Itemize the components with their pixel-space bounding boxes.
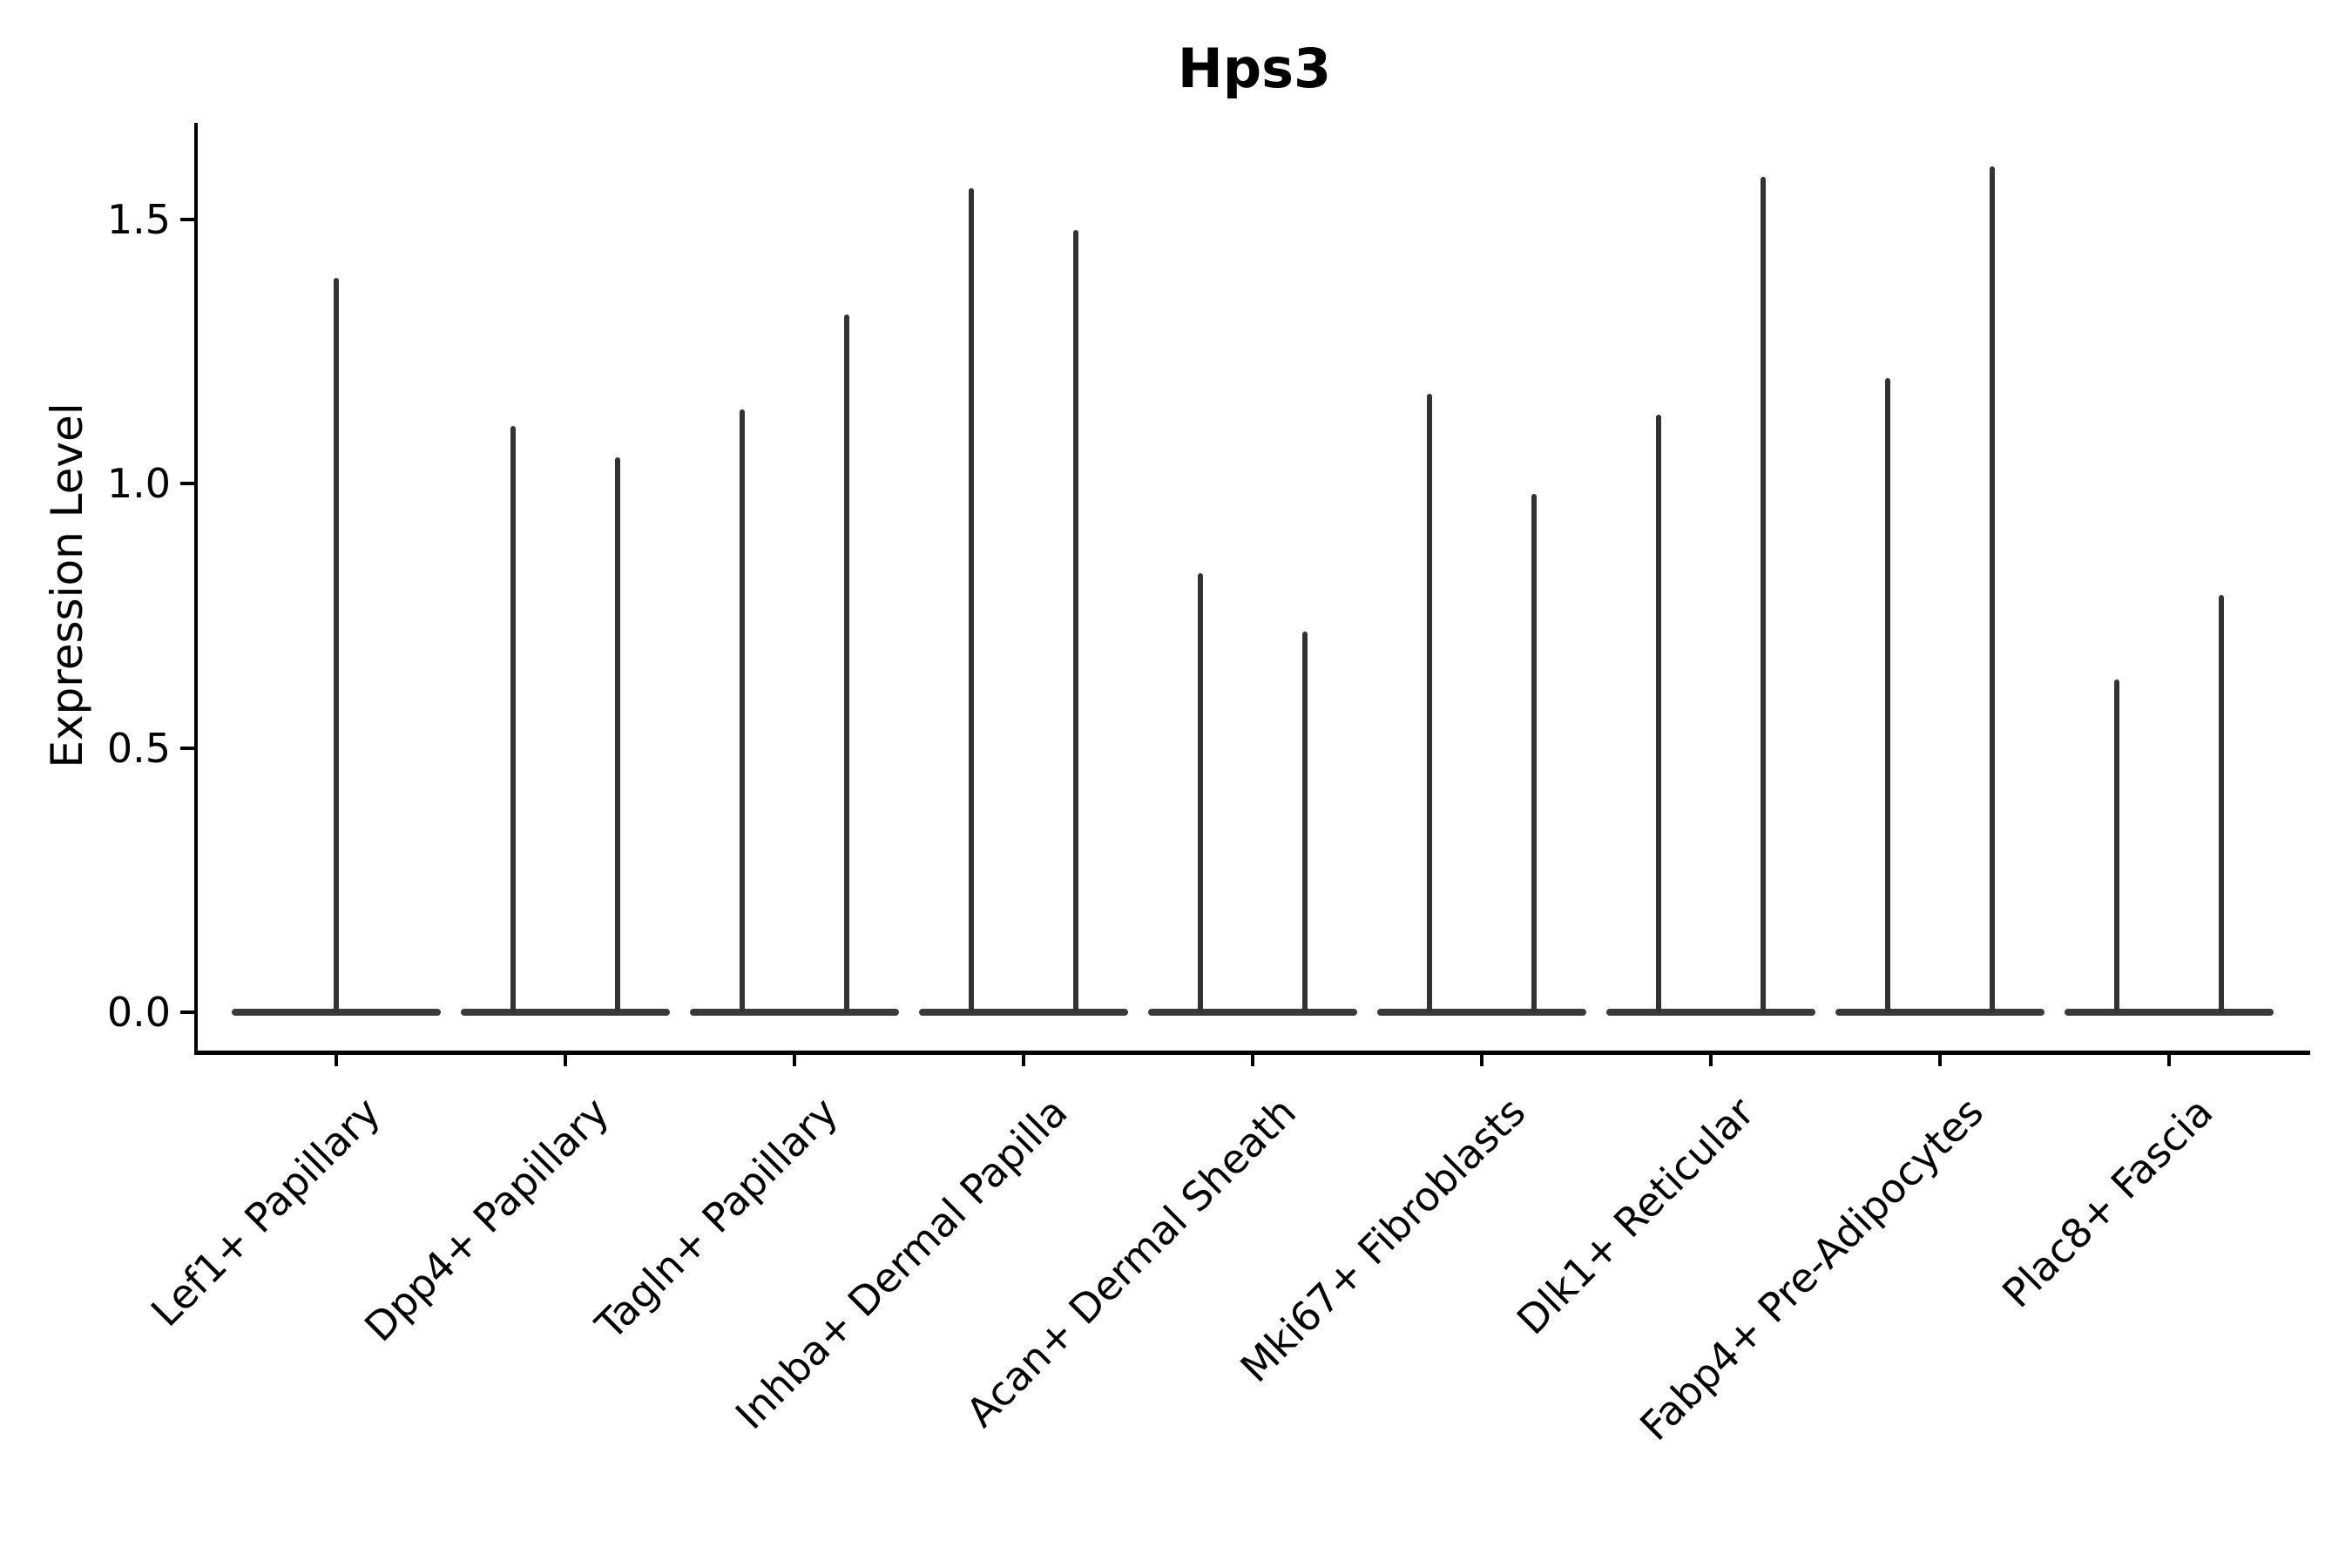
chart-title: Hps3: [1177, 37, 1332, 100]
violin-spike: [1531, 494, 1537, 1012]
violin-spike: [1885, 377, 1890, 1012]
x-tick-label: Dlk1+ Reticular: [1508, 1088, 1764, 1344]
violin-base: [1377, 1009, 1586, 1016]
violin-base: [690, 1009, 899, 1016]
x-tick-label: Dpp4+ Papillary: [355, 1088, 618, 1351]
violin-spike: [740, 409, 745, 1012]
violin-spike: [1427, 394, 1432, 1012]
y-axis-spine: [194, 123, 198, 1054]
x-tick-mark: [1022, 1052, 1025, 1066]
violin-spike: [2219, 594, 2224, 1012]
y-tick-mark: [180, 217, 194, 221]
violin-spike: [844, 314, 849, 1012]
violin-spike: [615, 456, 620, 1012]
y-tick-label: 0.5: [106, 724, 171, 772]
violin-spike: [1073, 230, 1078, 1012]
violin-spike: [969, 187, 974, 1012]
violin-spike: [1761, 177, 1766, 1012]
y-axis-label: Expression Level: [42, 402, 92, 768]
y-tick-label: 1.0: [106, 460, 171, 508]
violin-spike: [1302, 632, 1308, 1012]
x-tick-mark: [793, 1052, 796, 1066]
violin-base: [1835, 1009, 2044, 1016]
violin-base: [1148, 1009, 1357, 1016]
violin-base: [232, 1009, 441, 1016]
x-tick-mark: [1480, 1052, 1484, 1066]
violin-spike: [1198, 573, 1203, 1012]
violin-spike: [334, 277, 339, 1012]
y-tick-label: 0.0: [106, 989, 171, 1036]
violin-spike: [1656, 415, 1661, 1012]
x-tick-mark: [1709, 1052, 1713, 1066]
x-tick-mark: [335, 1052, 338, 1066]
x-tick-label: Lef1+ Papillary: [141, 1088, 389, 1336]
violin-base: [1606, 1009, 1815, 1016]
violin-base: [461, 1009, 670, 1016]
y-tick-mark: [180, 1010, 194, 1014]
violin-base: [2065, 1009, 2274, 1016]
violin-spike: [2114, 679, 2119, 1012]
violin-base: [919, 1009, 1128, 1016]
y-tick-mark: [180, 482, 194, 486]
y-tick-mark: [180, 746, 194, 750]
x-tick-mark: [1251, 1052, 1254, 1066]
x-tick-mark: [1938, 1052, 1942, 1066]
x-tick-label: Tagln+ Papillary: [586, 1088, 848, 1349]
y-tick-label: 1.5: [106, 195, 171, 243]
x-tick-label: Plac8+ Fascia: [1992, 1088, 2222, 1317]
violin-spike: [510, 425, 516, 1012]
x-tick-mark: [564, 1052, 567, 1066]
violin-spike: [1990, 166, 1995, 1012]
x-tick-mark: [2167, 1052, 2171, 1066]
